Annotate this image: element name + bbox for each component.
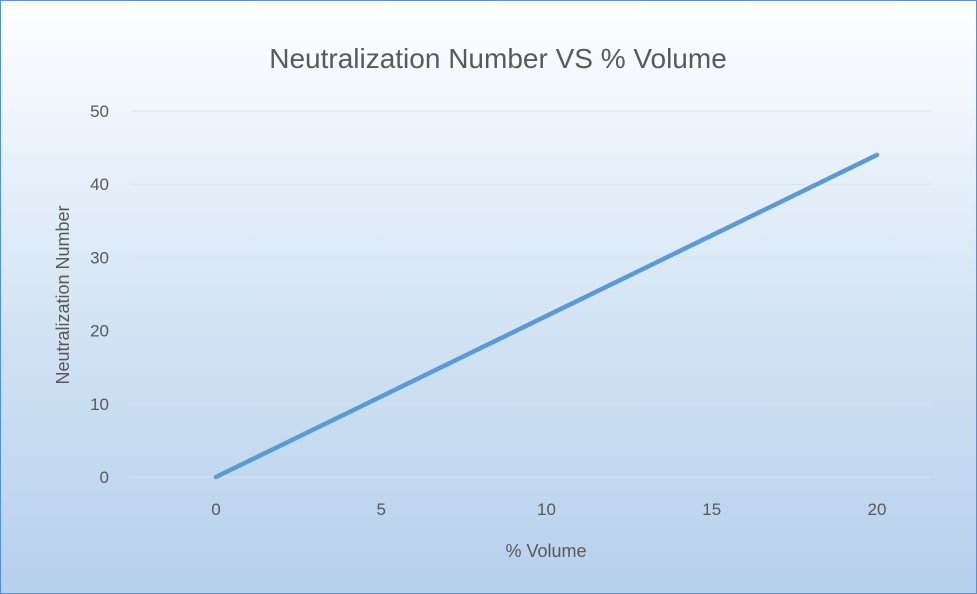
x-axis-title: % Volume xyxy=(505,541,586,561)
x-tick-label: 0 xyxy=(211,500,220,519)
y-tick-label: 20 xyxy=(90,322,109,341)
x-tick-label: 5 xyxy=(377,500,386,519)
x-tick-label: 20 xyxy=(868,500,887,519)
gridlines xyxy=(131,110,931,478)
series-layer xyxy=(213,152,880,480)
series-line xyxy=(213,152,880,480)
x-tick-label: 10 xyxy=(537,500,556,519)
y-tick-label: 0 xyxy=(100,468,109,487)
y-tick-label: 50 xyxy=(90,102,109,121)
x-axis-ticks: 0 5 10 15 20 xyxy=(211,500,886,519)
y-axis-ticks: 0 10 20 30 40 50 xyxy=(90,102,109,487)
y-tick-label: 40 xyxy=(90,175,109,194)
chart-title: Neutralization Number VS % Volume xyxy=(269,43,727,74)
y-tick-label: 30 xyxy=(90,248,109,267)
y-tick-label: 10 xyxy=(90,395,109,414)
y-axis-title: Neutralization Number xyxy=(53,205,73,384)
x-tick-label: 15 xyxy=(702,500,721,519)
